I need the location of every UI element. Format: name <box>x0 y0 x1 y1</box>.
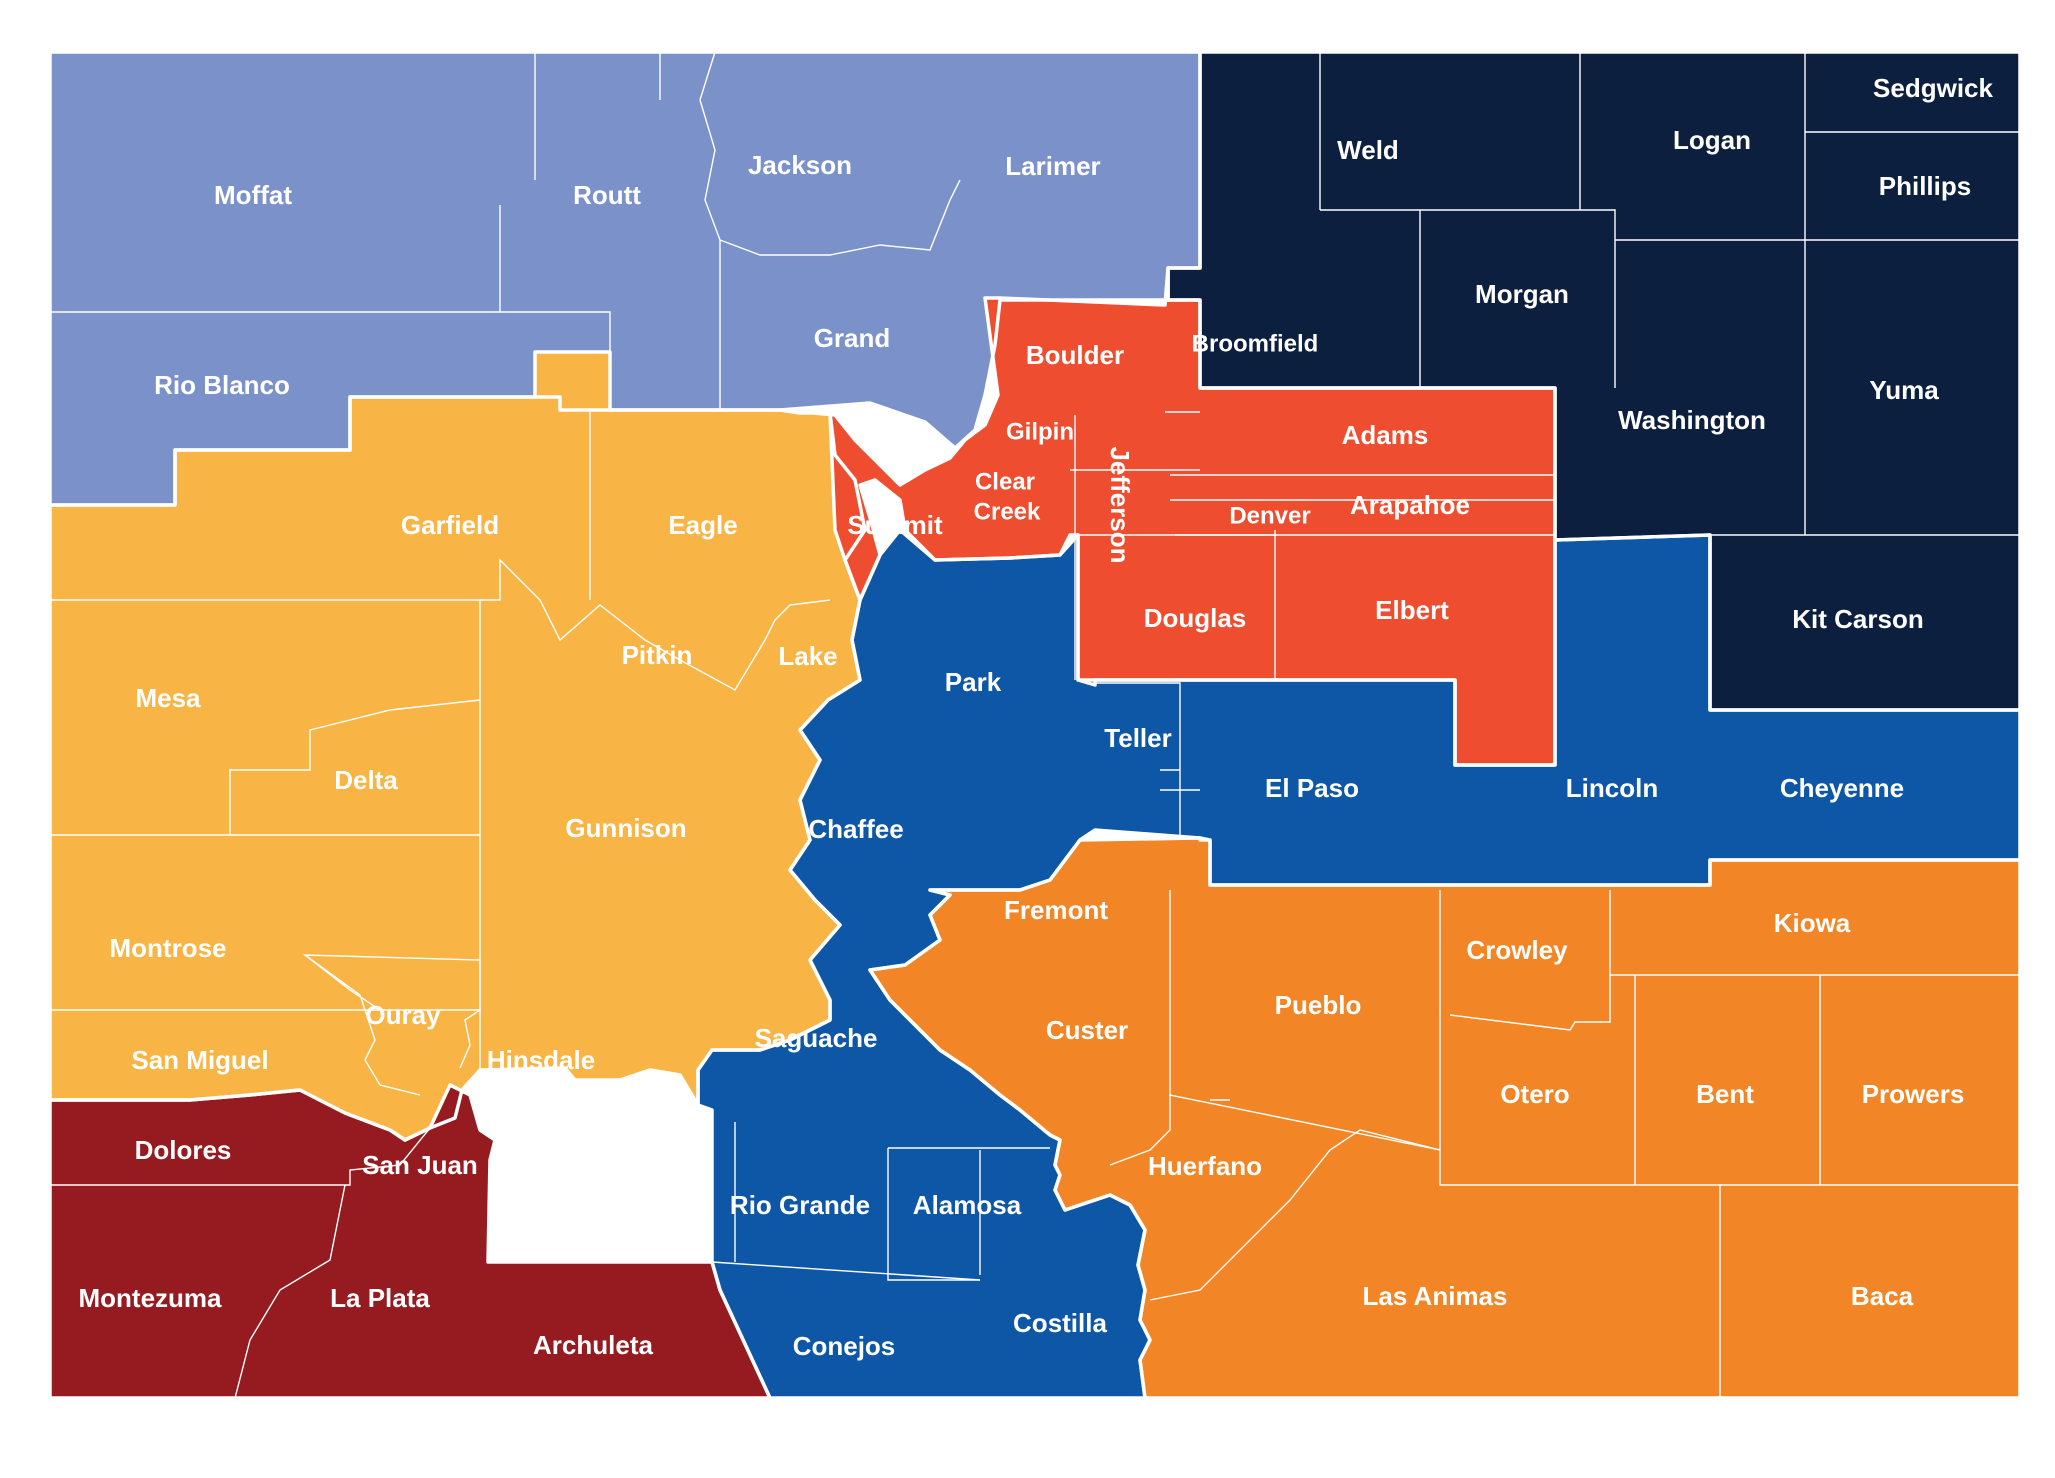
county-label-boulder: Boulder <box>1026 340 1124 370</box>
county-label-montezuma: Montezuma <box>79 1283 223 1313</box>
county-label-kit-carson: Kit Carson <box>1792 604 1923 634</box>
county-label-phillips: Phillips <box>1879 171 1971 201</box>
county-label-otero: Otero <box>1500 1079 1569 1109</box>
county-label-alamosa: Alamosa <box>913 1190 1022 1220</box>
county-label-cheyenne: Cheyenne <box>1780 773 1904 803</box>
county-line-2 <box>699 51 961 256</box>
county-line-1 <box>659 52 721 410</box>
county-label-jefferson: Jefferson <box>1105 446 1135 563</box>
region-southeast-border <box>868 836 2022 1400</box>
county-label-elbert: Elbert <box>1375 595 1449 625</box>
county-label-mesa: Mesa <box>135 683 201 713</box>
county-label-san-miguel: San Miguel <box>131 1045 268 1075</box>
county-label-eagle: Eagle <box>668 510 737 540</box>
county-label-adams: Adams <box>1342 420 1429 450</box>
county-line-15 <box>1319 52 2020 536</box>
county-label-crowley: Crowley <box>1466 935 1568 965</box>
county-line-10 <box>619 1080 1050 1281</box>
county-line-6 <box>304 954 421 1096</box>
county-label-teller: Teller <box>1104 723 1171 753</box>
county-label-clear: Clear <box>975 468 1035 495</box>
county-line-11 <box>711 1261 981 1281</box>
county-label-park: Park <box>945 667 1002 697</box>
county-line-4 <box>50 600 481 1100</box>
county-label-creek: Creek <box>974 498 1041 525</box>
county-label-hinsdale: Hinsdale <box>487 1045 595 1075</box>
county-label-washington: Washington <box>1618 405 1766 435</box>
county-label-mineral: Mineral <box>598 1183 689 1213</box>
county-label-morgan: Morgan <box>1475 279 1569 309</box>
county-label-costilla: Costilla <box>1013 1308 1107 1338</box>
county-label-moffat: Moffat <box>214 180 292 210</box>
county-label-arapahoe: Arapahoe <box>1350 490 1470 520</box>
county-label-routt: Routt <box>573 180 641 210</box>
county-label-archuleta: Archuleta <box>533 1330 653 1360</box>
county-label-sedgwick: Sedgwick <box>1873 73 1993 103</box>
county-labels: Moffat Routt Jackson Larimer Rio Blanco Grand… <box>79 73 1994 1361</box>
county-label-denver: Denver <box>1229 502 1310 529</box>
county-label-conejos: Conejos <box>793 1331 896 1361</box>
county-label-grand: Grand <box>814 323 891 353</box>
county-label-chaffee: Chaffee <box>808 814 903 844</box>
county-line-9 <box>234 1184 346 1399</box>
county-label-bent: Bent <box>1696 1079 1754 1109</box>
county-label-gunnison: Gunnison <box>565 813 686 843</box>
region-borders <box>48 50 2022 1400</box>
county-label-jackson: Jackson <box>748 150 852 180</box>
county-label-logan: Logan <box>1673 125 1751 155</box>
county-shapes <box>49 51 2021 1399</box>
county-line-13 <box>1070 411 1555 536</box>
county-label-gilpin: Gilpin <box>1006 418 1074 445</box>
county-label-kiowa: Kiowa <box>1774 908 1851 938</box>
county-label-ouray: Ouray <box>365 1000 441 1030</box>
county-label-montrose: Montrose <box>110 933 227 963</box>
county-label-custer: Custer <box>1046 1015 1128 1045</box>
county-label-las-animas: Las Animas <box>1363 1281 1508 1311</box>
county-label-pitkin: Pitkin <box>622 640 693 670</box>
county-line-3 <box>50 412 831 691</box>
county-label-yuma: Yuma <box>1869 375 1939 405</box>
county-label-delta: Delta <box>334 765 398 795</box>
county-label-pueblo: Pueblo <box>1275 990 1362 1020</box>
county-line-0 <box>50 52 611 352</box>
county-line-14 <box>1095 682 1200 840</box>
county-label-la-plata: La Plata <box>330 1283 430 1313</box>
county-line-7 <box>459 1009 481 1069</box>
county-label-dolores: Dolores <box>135 1135 232 1165</box>
county-label-larimer: Larimer <box>1005 151 1100 181</box>
county-line-8 <box>50 1127 431 1186</box>
county-label-fremont: Fremont <box>1004 895 1108 925</box>
region-northeast-border <box>1166 50 2022 712</box>
county-line-5 <box>50 954 481 1011</box>
county-label-lake: Lake <box>778 641 837 671</box>
county-label-prowers: Prowers <box>1862 1079 1965 1109</box>
county-label-broomfield: Broomfield <box>1192 330 1319 357</box>
county-label-lincoln: Lincoln <box>1566 773 1658 803</box>
county-label-baca: Baca <box>1851 1281 1914 1311</box>
county-line-16 <box>1439 890 2020 1398</box>
county-label-summit: Summit <box>847 510 943 540</box>
county-label-douglas: Douglas <box>1144 603 1247 633</box>
county-label-saguache: Saguache <box>755 1023 878 1053</box>
county-label-rio-grande: Rio Grande <box>730 1190 870 1220</box>
county-line-19 <box>1109 1095 1171 1166</box>
county-label-rio-blanco: Rio Blanco <box>154 370 290 400</box>
county-label-san-juan: San Juan <box>362 1150 478 1180</box>
county-label-weld: Weld <box>1337 135 1399 165</box>
county-label-garfield: Garfield <box>401 510 499 540</box>
county-label-el-paso: El Paso <box>1265 773 1359 803</box>
county-line-18 <box>1149 1129 1441 1301</box>
county-label-huerfano: Huerfano <box>1148 1151 1262 1181</box>
